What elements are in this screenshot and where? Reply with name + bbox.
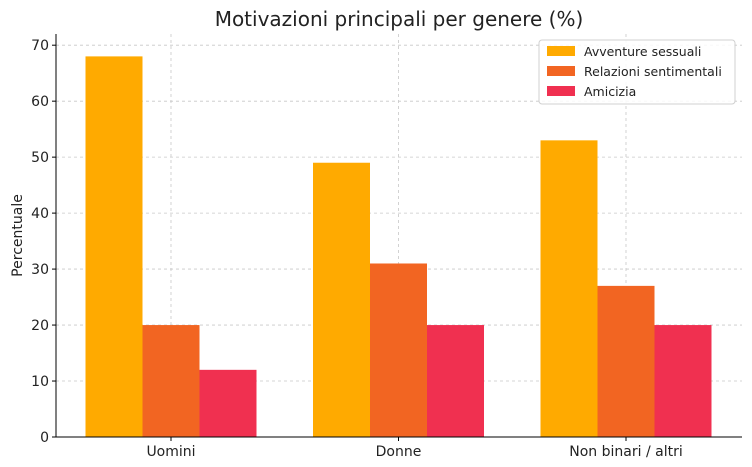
bar-avventure-sessuali-donne <box>313 162 370 437</box>
chart-title: Motivazioni principali per genere (%) <box>215 7 584 31</box>
y-tick-label: 50 <box>31 150 49 166</box>
legend-swatch <box>547 66 575 76</box>
y-axis-label: Percentuale <box>10 194 26 277</box>
bar-amicizia-uomini <box>199 369 257 437</box>
bar-amicizia-non-binari-altri <box>654 325 712 437</box>
y-tick-label: 10 <box>31 374 49 390</box>
legend-box <box>538 39 736 105</box>
bar-avventure-sessuali-non-binari-altri <box>540 140 598 437</box>
legend-label: Relazioni sentimentali <box>584 64 722 79</box>
y-tick-label: 30 <box>31 262 49 278</box>
y-ticks: 0 10 20 30 40 50 60 70 <box>31 38 56 446</box>
y-tick-label: 60 <box>31 94 49 110</box>
bar-relazioni-sentimentali-donne <box>370 263 427 437</box>
x-tick-label: Uomini <box>146 444 195 460</box>
x-tick-label: Donne <box>376 444 422 460</box>
bar-avventure-sessuali-uomini <box>85 56 143 438</box>
x-ticks: Uomini Donne Non binari / altri <box>146 437 683 460</box>
x-tick-label: Non binari / altri <box>569 444 682 460</box>
bar-amicizia-donne <box>427 325 484 437</box>
legend-swatch <box>547 46 575 56</box>
y-tick-label: 40 <box>31 206 49 222</box>
legend-swatch <box>547 86 575 96</box>
bars <box>85 56 712 438</box>
y-tick-label: 0 <box>40 430 49 446</box>
legend: Avventure sessuali Relazioni sentimentali… <box>538 39 736 105</box>
legend-label: Amicizia <box>584 84 636 99</box>
bar-relazioni-sentimentali-non-binari-altri <box>597 285 655 437</box>
y-tick-label: 70 <box>31 38 49 54</box>
bar-relazioni-sentimentali-uomini <box>142 325 200 437</box>
y-tick-label: 20 <box>31 318 49 334</box>
legend-label: Avventure sessuali <box>584 44 701 59</box>
